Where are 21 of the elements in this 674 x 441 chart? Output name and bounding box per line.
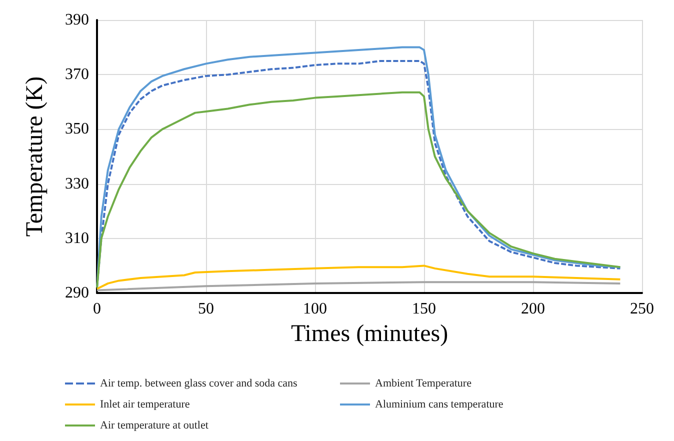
y-axis-title: Temperature (K)	[22, 76, 48, 237]
y-tick-label: 370	[65, 66, 89, 84]
x-tick-label: 100	[303, 300, 327, 318]
y-tick-label: 330	[65, 175, 89, 192]
legend-label: Air temp. between glass cover and soda cans	[100, 378, 298, 390]
x-tick-label: 200	[521, 300, 545, 318]
y-tick-label: 310	[65, 230, 89, 247]
line-series	[96, 281, 622, 292]
legend-label: Ambient Temperature	[375, 378, 472, 390]
x-tick-label: 250	[630, 300, 654, 318]
legend-label: Inlet air temperature	[100, 398, 190, 410]
x-tick-label: 150	[412, 300, 436, 318]
y-tick-label: 350	[65, 120, 89, 138]
y-tick-label: 290	[65, 284, 89, 302]
x-tick-label: 50	[198, 300, 214, 318]
legend-label: Air temperature at outlet	[100, 420, 208, 432]
line-series	[96, 264, 622, 290]
legend-label: Aluminium cans temperature	[375, 398, 504, 410]
x-tick-label: 0	[93, 300, 101, 318]
x-axis-title: Times (minutes)	[290, 320, 448, 347]
y-tick-label: 390	[65, 12, 89, 28]
